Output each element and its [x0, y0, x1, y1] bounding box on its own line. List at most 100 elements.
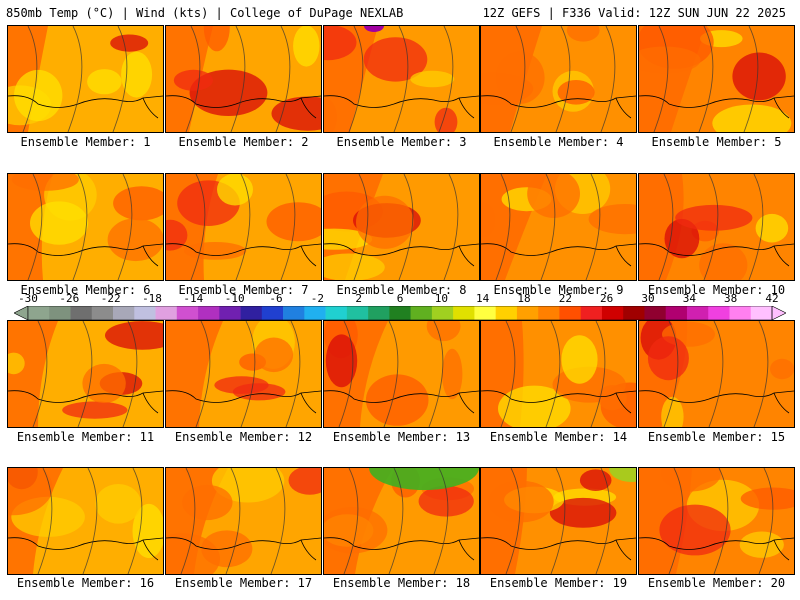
colorbar-swatch — [113, 306, 135, 320]
ensemble-map-panel — [480, 25, 637, 133]
colorbar-label: 22 — [558, 292, 572, 305]
temperature-map — [481, 26, 636, 132]
colorbar-swatch — [389, 306, 411, 320]
ensemble-map-panel — [7, 25, 164, 133]
temperature-map — [8, 174, 163, 280]
ensemble-map-panel — [323, 173, 480, 281]
temperature-map — [639, 174, 794, 280]
temperature-map — [8, 468, 163, 574]
ensemble-map-panel — [165, 467, 322, 575]
colorbar-swatch — [665, 306, 688, 320]
colorbar-swatch — [601, 306, 624, 320]
colorbar-label: 2 — [355, 292, 362, 305]
colorbar-label: 38 — [724, 292, 738, 305]
colorbar-swatch — [516, 306, 539, 320]
ensemble-member-label: Ensemble Member: 7 — [178, 283, 309, 297]
colorbar-swatch — [219, 306, 241, 320]
colorbar-label: -26 — [59, 292, 80, 305]
temperature-map — [8, 26, 163, 132]
ensemble-member-label: Ensemble Member: 1 — [20, 135, 151, 149]
colorbar-swatch — [283, 306, 305, 320]
colorbar-swatch — [453, 306, 475, 320]
ensemble-map-panel — [323, 320, 480, 428]
ensemble-member-label: Ensemble Member: 12 — [174, 430, 313, 444]
ensemble-member-label: Ensemble Member: 5 — [651, 135, 782, 149]
ensemble-map-panel — [165, 320, 322, 428]
ensemble-map-panel — [7, 467, 164, 575]
colorbar-swatch — [176, 306, 199, 320]
colorbar-swatch — [750, 306, 773, 320]
colorbar-swatch — [304, 306, 326, 320]
temperature-map — [324, 468, 479, 574]
colorbar-swatch — [474, 306, 496, 320]
colorbar-swatch — [261, 306, 284, 320]
temperature-map — [166, 321, 321, 427]
ensemble-member-label: Ensemble Member: 16 — [16, 576, 155, 590]
colorbar-swatch — [198, 306, 220, 320]
ensemble-member-label: Ensemble Member: 2 — [178, 135, 309, 149]
ensemble-member-label: Ensemble Member: 19 — [489, 576, 628, 590]
ensemble-map-panel — [165, 25, 322, 133]
temperature-map — [481, 174, 636, 280]
temperature-map — [639, 26, 794, 132]
ensemble-map-panel — [7, 320, 164, 428]
colorbar-swatch — [155, 306, 178, 320]
colorbar-swatch — [431, 306, 454, 320]
colorbar-swatch — [28, 306, 50, 320]
colorbar-swatch — [495, 306, 518, 320]
ensemble-map-panel — [480, 173, 637, 281]
colorbar-label: 14 — [476, 292, 490, 305]
ensemble-map-panel — [165, 173, 322, 281]
colorbar-swatch — [559, 306, 581, 320]
run-valid-time: 12Z GEFS | F336 Valid: 12Z SUN JUN 22 20… — [482, 6, 786, 20]
temperature-map — [481, 321, 636, 427]
colorbar-label: -14 — [183, 292, 204, 305]
ensemble-member-label: Ensemble Member: 13 — [332, 430, 471, 444]
ensemble-member-label: Ensemble Member: 9 — [493, 283, 624, 297]
ensemble-map-panel — [480, 467, 637, 575]
ensemble-member-label: Ensemble Member: 18 — [332, 576, 471, 590]
colorbar-swatch — [134, 306, 156, 320]
ensemble-map-panel — [638, 173, 795, 281]
temperature-colorbar: -30 -26 -22 -18 -14 -10 -6 -2 2 6 10 14 18 22 26 30 34 38… — [14, 292, 786, 320]
temperature-map — [324, 174, 479, 280]
ensemble-member-label: Ensemble Member: 10 — [647, 283, 786, 297]
temperature-map — [639, 468, 794, 574]
colorbar-scale — [14, 306, 786, 320]
temperature-map — [324, 26, 479, 132]
ensemble-member-label: Ensemble Member: 14 — [489, 430, 628, 444]
ensemble-map-panel — [323, 25, 480, 133]
temperature-map — [166, 26, 321, 132]
colorbar-swatch — [729, 306, 752, 320]
ensemble-member-label: Ensemble Member: 6 — [20, 283, 151, 297]
colorbar-swatch — [538, 306, 560, 320]
colorbar-swatch — [686, 306, 709, 320]
colorbar-swatch — [346, 306, 369, 320]
ensemble-map-panel — [7, 173, 164, 281]
ensemble-member-label: Ensemble Member: 17 — [174, 576, 313, 590]
colorbar-label: 18 — [517, 292, 531, 305]
ensemble-map-panel — [638, 467, 795, 575]
colorbar-label: -2 — [310, 292, 324, 305]
ensemble-member-label: Ensemble Member: 15 — [647, 430, 786, 444]
colorbar-label: -30 — [18, 292, 38, 305]
ensemble-member-label: Ensemble Member: 3 — [336, 135, 467, 149]
colorbar-swatch — [325, 306, 348, 320]
colorbar-swatch — [70, 306, 93, 320]
colorbar-swatch — [708, 306, 730, 320]
colorbar-swatch — [644, 306, 667, 320]
ensemble-member-label: Ensemble Member: 8 — [336, 283, 467, 297]
temperature-map — [166, 468, 321, 574]
colorbar-swatch — [368, 306, 390, 320]
header: 850mb Temp (°C) | Wind (kts) | College o… — [0, 0, 800, 22]
temperature-map — [166, 174, 321, 280]
colorbar-label: 30 — [641, 292, 655, 305]
ensemble-member-label: Ensemble Member: 4 — [493, 135, 624, 149]
colorbar-swatch — [91, 306, 114, 320]
ensemble-map-panel — [323, 467, 480, 575]
temperature-map — [639, 321, 794, 427]
colorbar-label: 34 — [682, 292, 696, 305]
map-title: 850mb Temp (°C) | Wind (kts) | College o… — [6, 6, 404, 20]
colorbar-label: 26 — [600, 292, 614, 305]
colorbar-label: -10 — [224, 292, 245, 305]
